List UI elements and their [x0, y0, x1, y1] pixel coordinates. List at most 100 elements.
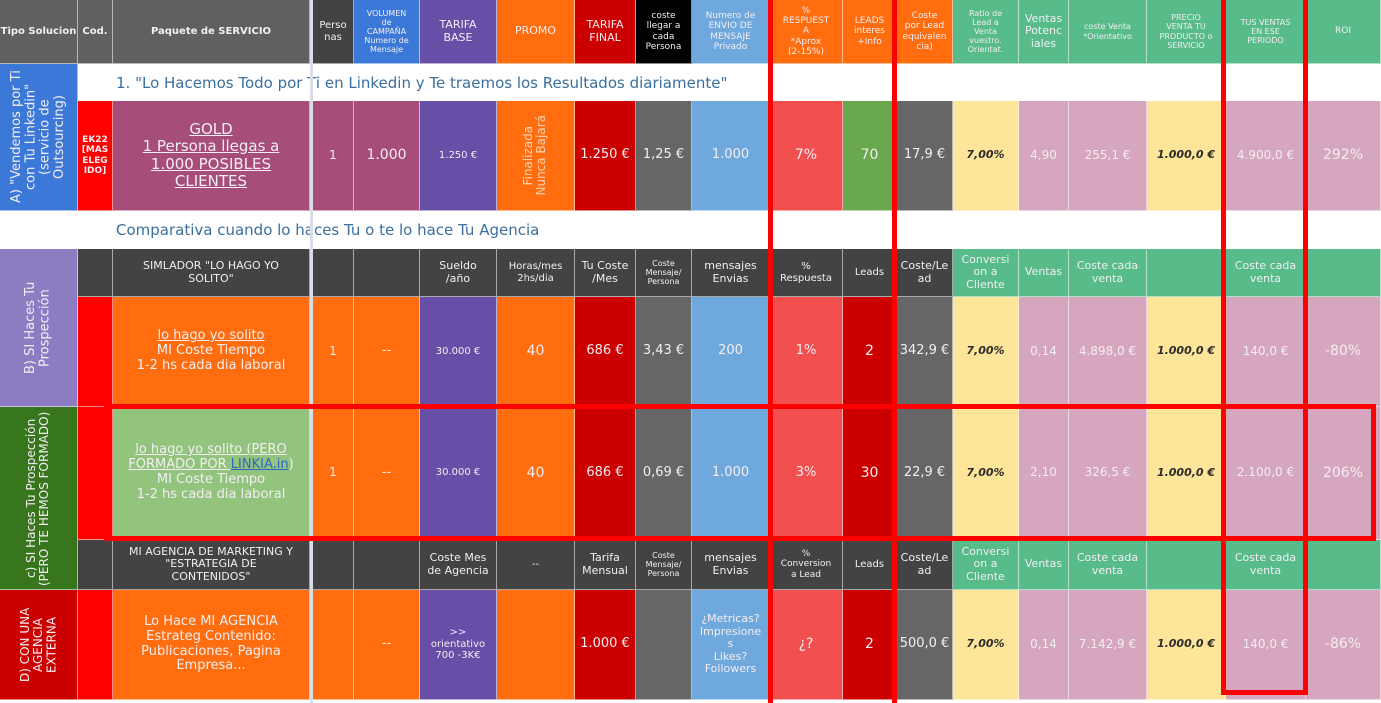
gold-respuesta: 7%	[770, 101, 843, 211]
d-coste-mensaje	[636, 590, 692, 700]
linkia-link[interactable]: LINKIA.in	[230, 457, 289, 473]
d-subheader-coste-cada-venta: Coste cada venta	[1069, 540, 1147, 590]
b-subheader-coste-cada-venta-2: Coste cada venta	[1226, 249, 1306, 297]
b-respuesta: 1%	[770, 297, 843, 407]
gold-paquete[interactable]: GOLD 1 Persona llegas a 1.000 POSIBLES C…	[113, 101, 310, 211]
header-leads: LEADS interes +Info	[843, 0, 897, 64]
b-precio-venta: 1.000,0 €	[1147, 297, 1226, 407]
gold-precio-venta: 1.000,0 €	[1147, 101, 1226, 211]
d-subheader-leads: Leads	[843, 540, 897, 590]
c-tus-ventas: 2.100,0 €	[1226, 407, 1306, 540]
b-subheader-ventas: Ventas	[1019, 249, 1069, 297]
gold-roi: 292%	[1306, 101, 1381, 211]
b-paquete-title[interactable]: lo hago yo solito	[157, 328, 265, 344]
d-conversion: 7,00%	[953, 590, 1019, 700]
header-ventas-potenciales: Ventas Potenc iales	[1019, 0, 1069, 64]
gold-volumen: 1.000	[354, 101, 420, 211]
d-paquete: Lo Hace MI AGENCIA Estrateg Contenido: P…	[113, 590, 310, 700]
c-ventas: 2,10	[1019, 407, 1069, 540]
c-coste-mensaje: 0,69 €	[636, 407, 692, 540]
c-horas: 40	[497, 407, 575, 540]
c-paquete-title-b[interactable]: FORMADO POR	[128, 457, 231, 473]
d-roi: -86%	[1306, 590, 1381, 700]
header-respuesta: % RESPUEST A *Aprox (2-15%)	[770, 0, 843, 64]
freeze-divider[interactable]	[310, 0, 313, 703]
gold-leads: 70	[843, 101, 897, 211]
section-a-label: A) "Vendemos por Ti con Tu Linkedin" (se…	[0, 64, 78, 211]
b-paquete[interactable]: lo hago yo solito MI Coste Tiempo 1-2 hs…	[113, 297, 310, 407]
gold-ventas-pot: 4,90	[1019, 101, 1069, 211]
section-d-label: D) CON UNA AGENCIA EXTERNA	[0, 590, 78, 700]
c-paquete-title-c: )	[288, 457, 294, 473]
section-a-label-text: A) "Vendemos por Ti con Tu Linkedin" (se…	[8, 70, 67, 204]
c-paquete[interactable]: lo hago yo solito (PERO FORMADO POR LINK…	[113, 407, 310, 540]
b-subheader-tu-coste: Tu Coste /Mes	[575, 249, 636, 297]
d-subheader-dash: --	[497, 540, 575, 590]
c-coste-venta: 326,5 €	[1069, 407, 1147, 540]
d-subheader-volumen	[354, 540, 420, 590]
d-subheader-tarifa: Tarifa Mensual	[575, 540, 636, 590]
d-subheader-roi	[1306, 540, 1381, 590]
b-subheader-cod	[78, 249, 113, 297]
gold-numero-envio: 1.000	[692, 101, 770, 211]
b-paquete-text: MI Coste Tiempo 1-2 hs cada dia laboral	[136, 343, 286, 373]
d-subheader-mensajes: mensajes Envias	[692, 540, 770, 590]
section-b-label-text: B) SI Haces Tu Prospección	[23, 281, 53, 374]
header-tus-ventas: TUS VENTAS EN ESE PERIODO	[1226, 0, 1306, 64]
d-cod	[78, 590, 113, 700]
c-coste-lead: 22,9 €	[897, 407, 953, 540]
gold-personas: 1	[313, 101, 354, 211]
b-ventas: 0,14	[1019, 297, 1069, 407]
c-respuesta: 3%	[770, 407, 843, 540]
header-coste-venta: coste Venta *Orientativo	[1069, 0, 1147, 64]
c-volumen: --	[354, 407, 420, 540]
b-subheader-personas	[313, 249, 354, 297]
d-subheader-conversion: Conversi on a Cliente	[953, 540, 1019, 590]
d-subheader-coste-cada-venta-2: Coste cada venta	[1226, 540, 1306, 590]
b-conversion: 7,00%	[953, 297, 1019, 407]
d-subheader-coste-mes: Coste Mes de Agencia	[420, 540, 497, 590]
header-promo: PROMO	[497, 0, 575, 64]
c-mensajes: 1.000	[692, 407, 770, 540]
d-subheader-paquete: MI AGENCIA DE MARKETING Y "ESTRATEGIA DE…	[113, 540, 310, 590]
c-roi: 206%	[1306, 407, 1381, 540]
gold-coste-lead: 17,9 €	[897, 101, 953, 211]
b-subheader-leads: Leads	[843, 249, 897, 297]
d-subheader-ventas: Ventas	[1019, 540, 1069, 590]
b-subheader-conversion: Conversi on a Cliente	[953, 249, 1019, 297]
header-roi: ROI	[1306, 0, 1381, 64]
section-c-label: c) SI Haces Tu Prospección (PERO TE HEMO…	[0, 407, 78, 590]
d-volumen: --	[354, 590, 420, 700]
header-personas: Perso nas	[313, 0, 354, 64]
comparativa-banner: Comparativa cuando lo haces Tu o te lo h…	[116, 221, 540, 239]
d-tarifa: 1.000 €	[575, 590, 636, 700]
b-subheader-coste-lead: Coste/Le ad	[897, 249, 953, 297]
d-subheader-precio	[1147, 540, 1226, 590]
gold-promo: Finalizada Nunca Bajará	[497, 101, 575, 211]
b-subheader-mensajes: mensajes Envias	[692, 249, 770, 297]
gold-promo-text: Finalizada Nunca Bajará	[521, 115, 549, 196]
gold-paquete-title[interactable]: GOLD	[189, 120, 233, 138]
d-subheader-conversion-lead: % Conversion a Lead	[770, 540, 843, 590]
b-mensajes: 200	[692, 297, 770, 407]
header-tipo-solucion: Tipo Solucion	[0, 0, 78, 64]
header-coste-llegar: coste llegar a cada Persona	[636, 0, 692, 64]
d-promo	[497, 590, 575, 700]
b-tu-coste: 686 €	[575, 297, 636, 407]
section-c-label-text: c) SI Haces Tu Prospección (PERO TE HEMO…	[24, 410, 52, 586]
c-cod	[78, 407, 113, 540]
header-coste-lead: Coste por Lead equivalen cia)	[897, 0, 953, 64]
gold-paquete-text[interactable]: 1 Persona llegas a 1.000 POSIBLES CLIENT…	[142, 137, 280, 190]
b-subheader-precio	[1147, 249, 1226, 297]
c-conversion: 7,00%	[953, 407, 1019, 540]
header-numero-envio: Numero de ENVIO DE MENSAJE Privado	[692, 0, 770, 64]
section-d-label-text: D) CON UNA AGENCIA EXTERNA	[17, 607, 59, 682]
b-tus-ventas: 140,0 €	[1226, 297, 1306, 407]
d-tus-ventas: 140,0 €	[1226, 590, 1306, 700]
c-paquete-title-a[interactable]: lo hago yo solito (PERO	[135, 442, 287, 458]
b-cod	[78, 297, 113, 407]
b-subheader-volumen	[354, 249, 420, 297]
b-subheader-roi	[1306, 249, 1381, 297]
gold-cod: EK22 [MAS ELEG IDO]	[78, 101, 113, 211]
b-subheader-respuesta: % Respuesta	[770, 249, 843, 297]
